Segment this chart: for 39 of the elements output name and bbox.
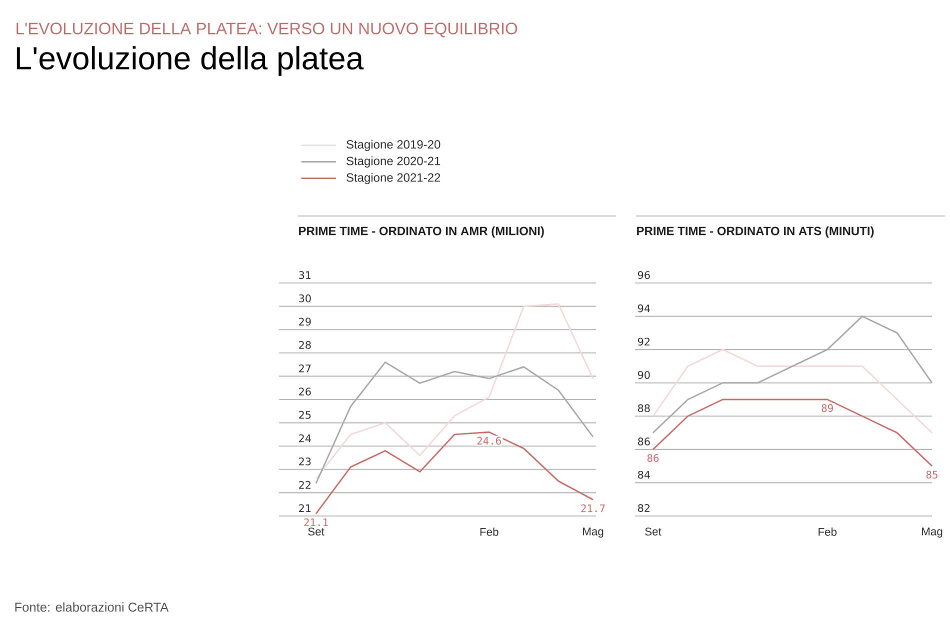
x-tick-label: Mag <box>583 528 604 538</box>
y-tick-label: 29 <box>299 318 311 326</box>
legend-label: Stagione 2020-21 <box>346 156 440 168</box>
y-tick-label: 94 <box>638 304 650 312</box>
source-note: Fonte: elaborazioni CeRTA <box>15 602 169 612</box>
y-tick-label: 90 <box>638 370 650 379</box>
data-label: 21.1 <box>304 518 328 526</box>
data-label: 86 <box>647 454 659 462</box>
x-tick-label: Feb <box>480 528 498 536</box>
y-tick-label: 86 <box>638 438 650 446</box>
y-axis-title: PRIME TIME - ORDINATO IN AMR (MILIONI) <box>299 226 544 238</box>
data-label: 89 <box>822 404 833 412</box>
x-tick-label: Set <box>645 528 662 536</box>
y-tick-label: 28 <box>299 341 311 349</box>
y-tick-label: 92 <box>638 338 650 346</box>
y-tick-label: 84 <box>638 470 650 479</box>
y-axis-title: PRIME TIME - ORDINATO IN ATS (MINUTI) <box>637 226 874 238</box>
y-tick-label: 27 <box>299 364 311 372</box>
y-tick-label: 26 <box>299 388 311 396</box>
y-tick-label: 31 <box>299 271 311 279</box>
y-tick-label: 30 <box>299 294 311 302</box>
x-tick-label: Feb <box>818 528 837 536</box>
y-tick-label: 22 <box>299 480 310 489</box>
chart-subtitle: L'EVOLUZIONE DELLA PLATEA: VERSO UN NUOVO EQUILIBRIO <box>16 22 518 38</box>
data-label: 85 <box>926 470 938 479</box>
y-tick-label: 82 <box>638 504 650 512</box>
legend-label: Stagione 2021-22 <box>346 172 440 184</box>
y-tick-label: 25 <box>299 410 311 419</box>
data-label: 24.6 <box>477 436 501 445</box>
y-tick-label: 24 <box>299 434 311 442</box>
y-tick-label: 23 <box>299 458 311 466</box>
y-tick-label: 21 <box>299 504 311 512</box>
data-label: 21.7 <box>581 504 605 512</box>
y-tick-label: 96 <box>638 271 650 279</box>
x-tick-label: Set <box>308 528 324 536</box>
x-tick-label: Mag <box>922 528 942 538</box>
legend-label: Stagione 2019-20 <box>346 140 440 152</box>
y-tick-label: 88 <box>638 404 650 412</box>
chart-title: L'evoluzione della platea <box>16 46 364 76</box>
